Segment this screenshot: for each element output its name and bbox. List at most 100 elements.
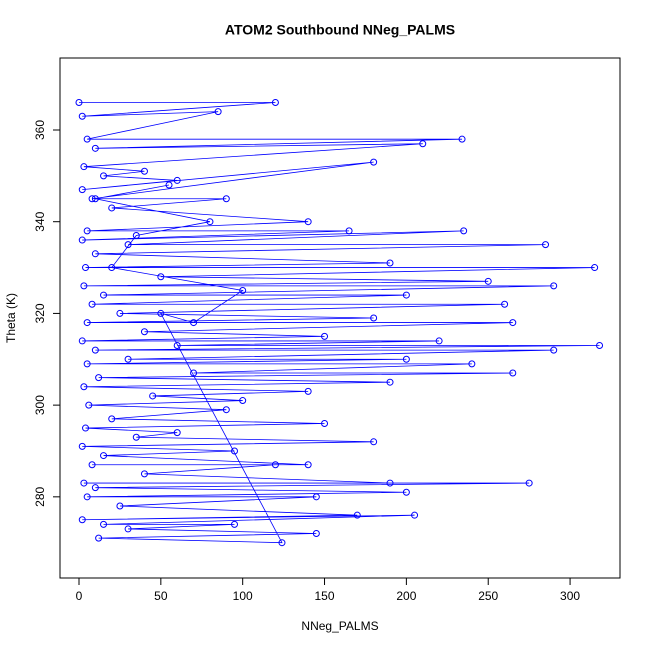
data-point xyxy=(312,530,320,538)
data-point xyxy=(100,520,108,528)
data-point xyxy=(304,218,312,226)
data-point xyxy=(402,355,410,363)
data-point xyxy=(312,493,320,501)
x-axis-label: NNeg_PALMS xyxy=(301,619,378,633)
data-point xyxy=(173,342,181,350)
data-point xyxy=(91,144,99,152)
data-point xyxy=(78,186,86,194)
plot-frame xyxy=(59,57,621,579)
data-point xyxy=(550,282,558,290)
data-point xyxy=(509,319,517,327)
data-point xyxy=(124,355,132,363)
data-point xyxy=(100,452,108,460)
data-point xyxy=(525,479,533,487)
data-point xyxy=(83,227,91,235)
data-point xyxy=(386,479,394,487)
data-point xyxy=(165,181,173,189)
data-point xyxy=(91,195,99,203)
data-point xyxy=(82,264,90,272)
data-point xyxy=(78,112,86,120)
data-point xyxy=(230,447,238,455)
y-tick-label: 360 xyxy=(33,120,47,140)
x-tick-label: 200 xyxy=(396,589,416,603)
data-point xyxy=(370,314,378,322)
data-point xyxy=(419,140,427,148)
x-tick-label: 250 xyxy=(478,589,498,603)
data-point xyxy=(149,392,157,400)
data-point xyxy=(214,108,222,116)
data-point xyxy=(345,227,353,235)
data-point xyxy=(95,534,103,542)
data-point xyxy=(271,98,279,106)
data-point xyxy=(140,328,148,336)
data-point xyxy=(124,525,132,533)
data-point xyxy=(509,369,517,377)
data-point xyxy=(80,163,88,171)
data-point xyxy=(85,401,93,409)
y-tick-label: 300 xyxy=(33,395,47,415)
data-point xyxy=(83,319,91,327)
data-point xyxy=(501,300,509,308)
data-point xyxy=(222,195,230,203)
data-point xyxy=(140,167,148,175)
data-line xyxy=(78,102,600,544)
data-point xyxy=(550,346,558,354)
data-point xyxy=(596,342,604,350)
data-point xyxy=(370,158,378,166)
data-point xyxy=(353,511,361,519)
data-point xyxy=(116,309,124,317)
chart-title: ATOM2 Southbound NNeg_PALMS xyxy=(225,22,455,38)
y-axis-label: Theta (K) xyxy=(4,293,18,343)
data-point xyxy=(190,369,198,377)
data-point xyxy=(278,539,286,547)
data-point xyxy=(458,135,466,143)
data-point xyxy=(230,520,238,528)
data-point xyxy=(88,195,96,203)
x-tick-label: 50 xyxy=(154,589,168,603)
data-point xyxy=(95,374,103,382)
data-point xyxy=(132,433,140,441)
y-tick-label: 280 xyxy=(33,487,47,507)
data-point xyxy=(484,277,492,285)
data-point xyxy=(173,429,181,437)
data-point xyxy=(91,346,99,354)
data-point xyxy=(304,461,312,469)
data-point xyxy=(386,378,394,386)
x-tick-label: 0 xyxy=(76,589,83,603)
data-point xyxy=(591,264,599,272)
data-point xyxy=(100,172,108,180)
data-point xyxy=(460,227,468,235)
data-point xyxy=(140,470,148,478)
data-point xyxy=(88,461,96,469)
data-point xyxy=(239,397,247,405)
data-point xyxy=(88,300,96,308)
data-point xyxy=(83,493,91,501)
data-point xyxy=(321,332,329,340)
data-point xyxy=(132,231,140,239)
data-point xyxy=(542,241,550,249)
data-point xyxy=(75,98,83,106)
data-point xyxy=(116,502,124,510)
data-point xyxy=(80,479,88,487)
y-tick-label: 340 xyxy=(33,211,47,231)
data-point xyxy=(157,309,165,317)
data-point xyxy=(108,204,116,212)
x-tick-label: 300 xyxy=(560,589,580,603)
data-point xyxy=(108,264,116,272)
data-point xyxy=(108,415,116,423)
data-point xyxy=(124,241,132,249)
data-point xyxy=(83,360,91,368)
data-point xyxy=(157,273,165,281)
data-point xyxy=(91,250,99,258)
data-point xyxy=(91,484,99,492)
data-point xyxy=(386,259,394,267)
data-point xyxy=(271,461,279,469)
data-point xyxy=(370,438,378,446)
data-point xyxy=(78,337,86,345)
data-point xyxy=(468,360,476,368)
data-point xyxy=(206,218,214,226)
data-point xyxy=(222,406,230,414)
data-point xyxy=(78,516,86,524)
